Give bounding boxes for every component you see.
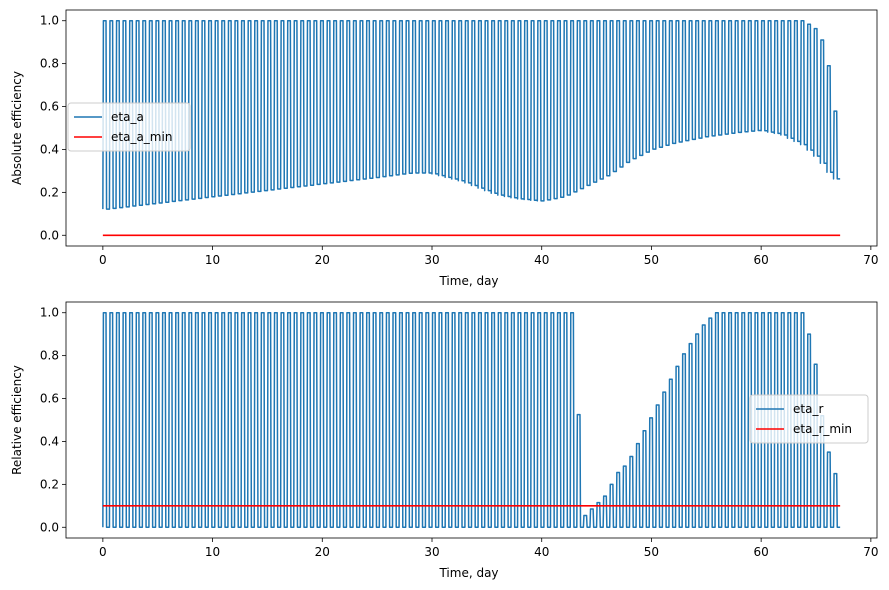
top-data-layer (102, 19, 841, 237)
bottom-legend-label-eta-r: eta_r (793, 402, 823, 416)
bottom-y-tick-label: 0.4 (40, 434, 59, 448)
top-legend: eta_a eta_a_min (67, 102, 191, 152)
top-x-tick-label: 20 (315, 253, 330, 267)
top-x-tick-label: 60 (754, 253, 769, 267)
bottom-x-tick-label: 50 (644, 545, 659, 559)
top-y-tick-label: 0.0 (40, 228, 59, 242)
bottom-chart-panel: 0 10 20 30 40 50 60 70 0.0 0.2 0.4 0.6 0.8 1.0 Time,… (10, 301, 878, 580)
bottom-y-tick-label: 0.8 (40, 349, 59, 363)
bottom-x-tick-label: 60 (754, 545, 769, 559)
bottom-x-axis-label: Time, day (438, 566, 498, 580)
top-x-tick-label: 40 (534, 253, 549, 267)
bottom-plot-frame (65, 301, 878, 539)
bottom-y-tick-label: 0.0 (40, 520, 59, 534)
bottom-y-tick-label: 0.6 (40, 392, 59, 406)
bottom-x-tick-label: 0 (99, 545, 107, 559)
top-x-tick-label: 10 (205, 253, 220, 267)
bottom-x-tick-label: 20 (315, 545, 330, 559)
bottom-x-tick-label: 10 (205, 545, 220, 559)
top-x-tick-label: 0 (99, 253, 107, 267)
top-legend-label-eta-a-min: eta_a_min (111, 130, 172, 144)
top-x-tick-label: 50 (644, 253, 659, 267)
bottom-legend-label-eta-r-min: eta_r_min (793, 422, 852, 436)
top-y-tick-label: 1.0 (40, 14, 59, 28)
top-legend-label-eta-a: eta_a (111, 110, 144, 124)
bottom-x-tick-label: 30 (424, 545, 439, 559)
bottom-x-ticks: 0 10 20 30 40 50 60 70 (99, 538, 878, 559)
top-x-tick-label: 30 (424, 253, 439, 267)
bottom-y-axis-label: Relative efficiency (10, 365, 24, 475)
bottom-y-tick-label: 1.0 (40, 306, 59, 320)
bottom-data-layer (102, 311, 841, 529)
top-x-axis-label: Time, day (438, 274, 498, 288)
top-y-tick-label: 0.4 (40, 142, 59, 156)
top-legend-box (67, 102, 191, 152)
bottom-x-tick-label: 70 (863, 545, 878, 559)
top-y-tick-label: 0.2 (40, 185, 59, 199)
bottom-x-tick-label: 40 (534, 545, 549, 559)
top-plot-frame (65, 9, 878, 247)
top-chart-panel: 0 10 20 30 40 50 60 70 0.0 0.2 0.4 0.6 0.8 1.0 Time,… (10, 9, 878, 288)
bottom-legend: eta_r eta_r_min (749, 394, 869, 444)
top-y-tick-label: 0.8 (40, 57, 59, 71)
top-series-eta-a (102, 19, 841, 210)
top-x-ticks: 0 10 20 30 40 50 60 70 (99, 246, 878, 267)
top-x-tick-label: 70 (863, 253, 878, 267)
top-y-ticks: 0.0 0.2 0.4 0.6 0.8 1.0 (40, 14, 66, 242)
bottom-legend-box (749, 394, 869, 444)
top-y-axis-label: Absolute efficiency (10, 71, 24, 185)
top-y-tick-label: 0.6 (40, 100, 59, 114)
bottom-y-ticks: 0.0 0.2 0.4 0.6 0.8 1.0 (40, 306, 66, 534)
bottom-y-tick-label: 0.2 (40, 477, 59, 491)
bottom-series-eta-r (102, 311, 841, 529)
